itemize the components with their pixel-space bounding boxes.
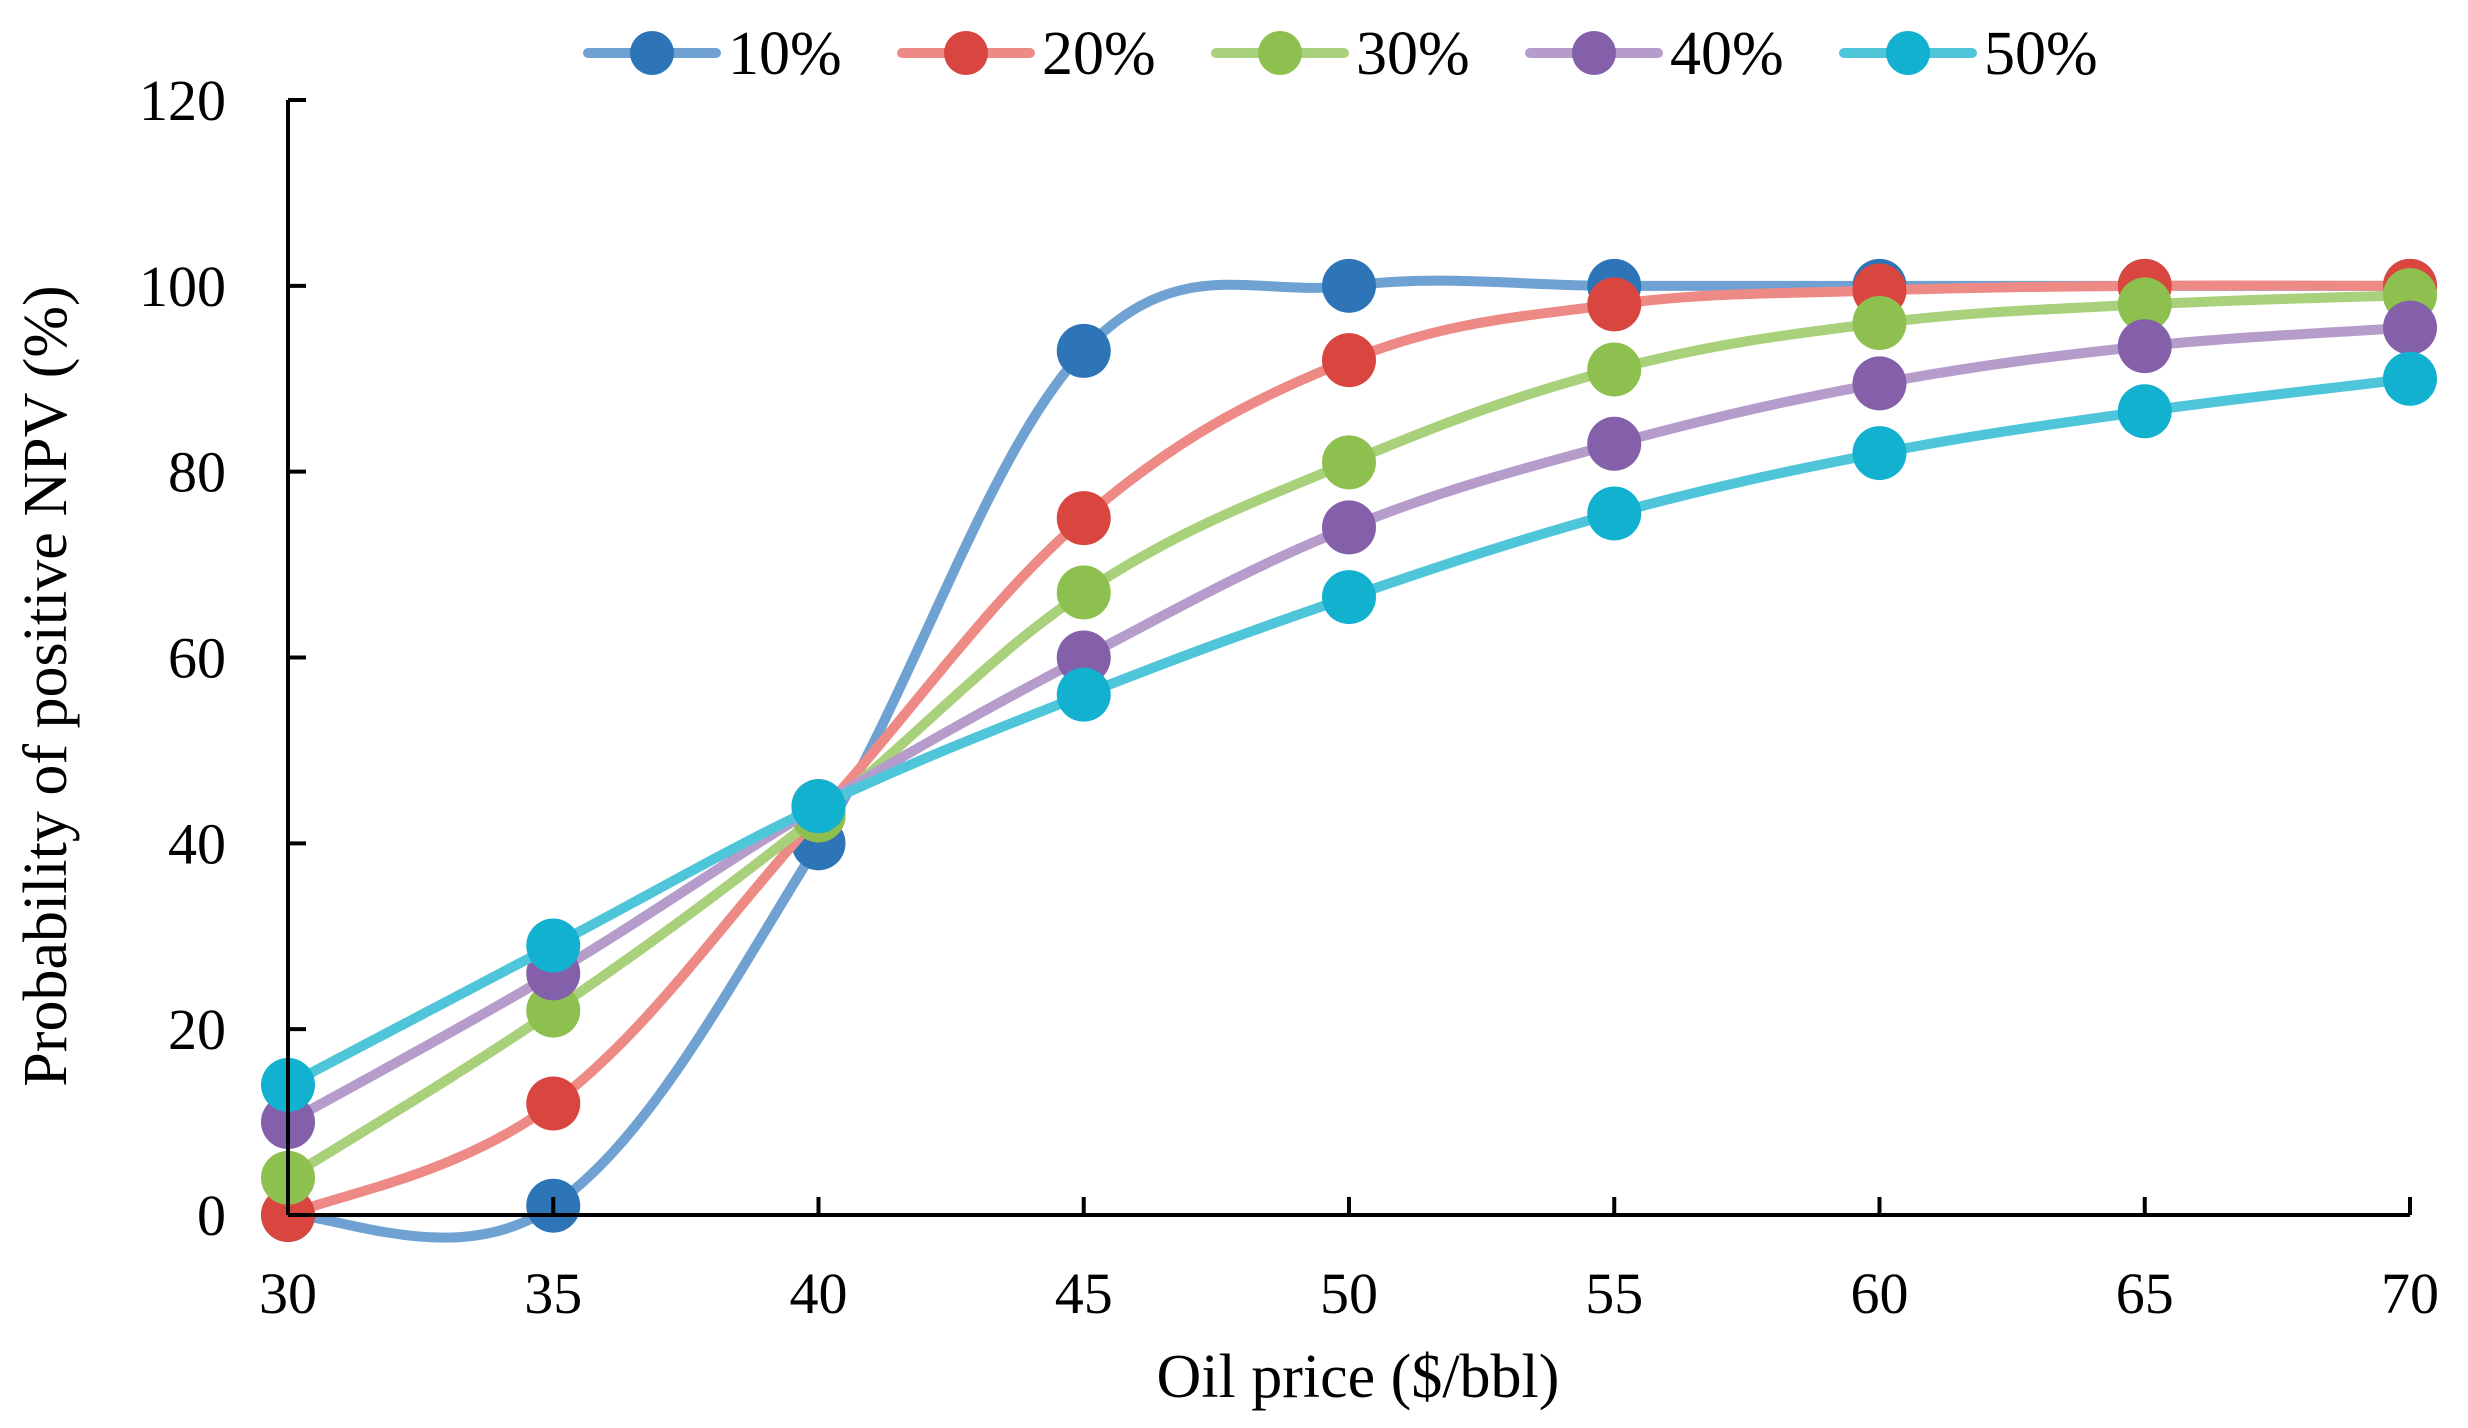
legend: 10% 20% 30% 40% 50%: [583, 20, 2098, 88]
x-tick-label: 40: [790, 1261, 848, 1326]
series-5: [261, 351, 2437, 1112]
legend-marker: [1572, 31, 1616, 75]
data-point: [1056, 323, 1111, 378]
plot-area: [261, 258, 2437, 1243]
x-tick-label: 45: [1055, 1261, 1113, 1326]
data-point: [1322, 500, 1376, 555]
data-point: [1852, 296, 1907, 350]
series-2: [261, 258, 2437, 1242]
legend-marker: [1258, 31, 1302, 75]
legend-item: 10%: [583, 20, 842, 88]
data-point: [791, 779, 846, 834]
x-axis-title: Oil price ($/bbl): [1157, 1343, 1560, 1411]
legend-marker: [630, 31, 674, 75]
data-point: [1852, 426, 1907, 481]
y-tick-label: 80: [168, 440, 226, 505]
legend-item: 20%: [897, 20, 1156, 88]
legend-item: 40%: [1525, 20, 1784, 88]
data-point: [1587, 342, 1642, 397]
data-point: [2383, 351, 2437, 406]
y-tick-label: 40: [168, 811, 226, 876]
y-tick-label: 0: [197, 1183, 226, 1248]
x-tick-label: 65: [2116, 1261, 2174, 1326]
x-tick-label: 55: [1585, 1261, 1643, 1326]
series-line: [283, 280, 2415, 1220]
data-point: [1056, 565, 1111, 620]
x-tick-label: 30: [259, 1261, 317, 1326]
data-point: [1056, 667, 1111, 722]
data-point: [526, 983, 581, 1038]
data-point: [2383, 300, 2437, 355]
data-point: [526, 1076, 581, 1131]
data-point: [1056, 491, 1111, 546]
series-1: [261, 258, 2437, 1243]
data-point: [1852, 356, 1907, 411]
legend-item: 30%: [1211, 20, 1470, 88]
data-point: [2117, 384, 2172, 439]
data-point: [1322, 435, 1376, 490]
legend-label: 40%: [1670, 20, 1784, 88]
series-line: [283, 275, 2415, 1243]
legend-label: 50%: [1984, 20, 2098, 88]
y-axis-title: Probability of positive NPV (%): [12, 285, 80, 1086]
data-point: [1056, 630, 1111, 685]
data-point: [1322, 570, 1376, 625]
legend-marker: [944, 31, 988, 75]
legend-label: 20%: [1042, 20, 1156, 88]
data-point: [1322, 333, 1376, 388]
series-4: [261, 300, 2437, 1150]
y-tick-label: 120: [139, 68, 226, 133]
x-tick-label: 50: [1320, 1261, 1378, 1326]
legend-label: 30%: [1356, 20, 1470, 88]
y-tick-label: 20: [168, 997, 226, 1062]
series-line: [283, 290, 2415, 1183]
data-point: [2117, 277, 2172, 332]
y-tick-label: 60: [168, 626, 226, 691]
data-point: [2117, 319, 2172, 374]
data-point: [1322, 258, 1376, 313]
data-point: [1587, 416, 1642, 471]
legend-item: 50%: [1839, 20, 2098, 88]
x-tick-label: 35: [524, 1261, 582, 1326]
axes: 0 20 40 60 80 100 120 30 35 40 45 50 55 60 65 70: [139, 68, 2439, 1326]
series-3: [261, 268, 2437, 1205]
data-point: [1587, 277, 1642, 332]
legend-marker: [1886, 31, 1930, 75]
data-point: [526, 918, 581, 973]
x-tick-label: 70: [2381, 1261, 2439, 1326]
x-tick-label: 60: [1851, 1261, 1909, 1326]
data-point: [1587, 486, 1642, 541]
legend-label: 10%: [728, 20, 842, 88]
y-tick-label: 100: [139, 254, 226, 319]
